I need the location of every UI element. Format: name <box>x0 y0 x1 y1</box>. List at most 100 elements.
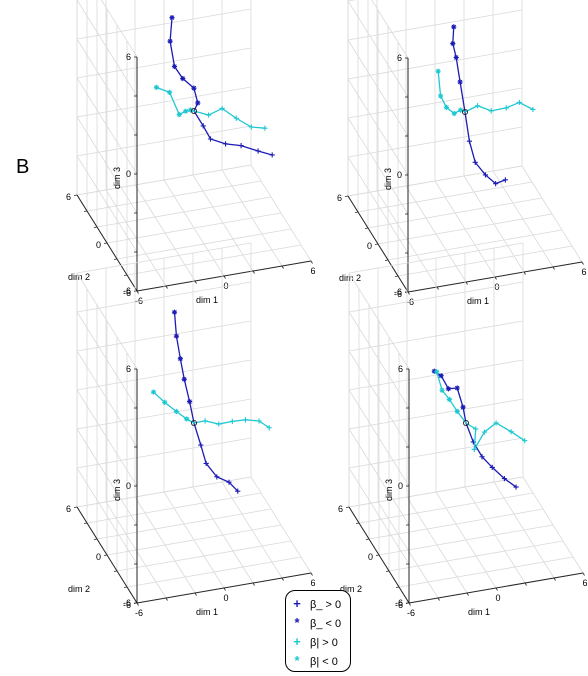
z-tick-label: 6 <box>398 364 403 374</box>
x-tick-mark <box>552 266 555 270</box>
plus-marker <box>203 460 209 467</box>
star-marker <box>438 373 444 379</box>
plus-marker <box>481 429 488 435</box>
grid-line <box>76 476 252 508</box>
grid-line <box>76 437 252 469</box>
x-tick-mark <box>408 602 411 606</box>
star-marker <box>176 112 182 118</box>
plus-marker <box>262 125 268 131</box>
grid-line <box>388 540 564 572</box>
legend-label: β| > 0 <box>310 637 338 649</box>
star-marker <box>443 104 450 110</box>
y-tick-mark <box>113 570 118 572</box>
star-marker-icon: * <box>294 615 300 630</box>
grid-line <box>347 165 523 197</box>
plus-marker <box>508 429 514 435</box>
y-tick-mark <box>364 227 369 229</box>
plus-marker <box>516 99 522 106</box>
grid-line <box>76 47 252 79</box>
plus-marker <box>214 474 220 480</box>
grid-line <box>76 467 138 565</box>
grid-line <box>347 0 409 98</box>
y-tick-label: -6 <box>394 289 402 299</box>
grid-line <box>371 0 409 59</box>
grid-line <box>96 196 272 228</box>
x-axis-label: dim 1 <box>196 607 218 617</box>
grid-line <box>76 116 138 214</box>
grid-line <box>377 213 553 245</box>
y-tick-label: 0 <box>368 552 373 562</box>
origin-circle-marker <box>461 108 469 116</box>
plus-marker <box>466 138 472 144</box>
plus-marker <box>503 105 509 111</box>
grid-line <box>106 524 282 556</box>
x-tick-label: -6 <box>135 608 143 618</box>
grid-line <box>86 180 262 212</box>
star-marker <box>457 79 463 85</box>
x-tick-mark <box>582 572 585 576</box>
y-tick-label: 6 <box>66 504 71 514</box>
star-marker <box>153 84 159 90</box>
star-marker <box>171 63 178 70</box>
x-tick-label: 6 <box>581 267 586 277</box>
x-tick-mark <box>194 592 197 596</box>
plus-marker <box>200 123 206 129</box>
grid-line <box>348 467 410 565</box>
star-marker <box>171 309 178 315</box>
grid-line <box>76 77 138 175</box>
trajectory-line <box>464 111 506 185</box>
star-marker <box>183 108 189 114</box>
grid-line <box>398 556 574 588</box>
plus-marker <box>488 108 494 114</box>
grid-line <box>100 0 138 58</box>
grid-line <box>96 508 272 540</box>
star-marker <box>173 408 179 415</box>
y-axis-label: dim 2 <box>68 584 90 594</box>
star-marker <box>169 15 175 21</box>
plus-marker <box>269 152 275 158</box>
grid-line <box>76 272 138 370</box>
grid-line <box>348 398 524 430</box>
y-tick-mark <box>345 506 350 508</box>
star-marker <box>184 416 190 422</box>
x-axis-label: dim 1 <box>467 296 489 306</box>
star-marker <box>187 107 194 113</box>
z-tick-label: 0 <box>126 481 131 491</box>
legend-label: β_ < 0 <box>310 618 342 630</box>
star-marker <box>438 93 444 99</box>
plus-marker <box>530 106 536 113</box>
grid-line <box>76 164 252 196</box>
grid-line <box>367 197 543 229</box>
star-marker <box>162 399 168 405</box>
legend: + β_ > 0 * β_ < 0 + β| > 0 * β| < 0 <box>285 590 351 672</box>
grid-line <box>348 320 524 352</box>
grid-line <box>76 242 252 274</box>
trajectory-line <box>436 371 467 424</box>
x-tick-mark <box>223 275 226 279</box>
legend-item-beta-light-neg: * β| < 0 <box>290 653 337 669</box>
plus-marker <box>256 418 262 424</box>
star-marker <box>166 89 173 95</box>
plus-marker <box>501 476 507 482</box>
star-marker <box>431 368 437 374</box>
x-tick-mark <box>252 582 255 586</box>
star-marker <box>177 356 183 362</box>
y-tick-label: 0 <box>367 241 372 251</box>
star-marker <box>434 369 440 375</box>
grid-line <box>348 311 410 409</box>
star-marker <box>173 333 180 339</box>
z-tick-label: 0 <box>126 169 131 179</box>
grid-line <box>347 117 409 215</box>
plus-marker <box>502 177 508 183</box>
star-marker <box>446 396 452 403</box>
plus-marker-icon: + <box>293 634 301 649</box>
x-tick-mark <box>523 271 526 275</box>
x-tick-mark <box>524 582 527 586</box>
star-marker <box>454 408 460 414</box>
x-tick-label: 0 <box>495 593 500 603</box>
grid-line <box>76 428 138 526</box>
grid-line <box>348 272 410 370</box>
y-tick-label: 6 <box>66 192 71 202</box>
y-tick-mark <box>73 506 78 508</box>
